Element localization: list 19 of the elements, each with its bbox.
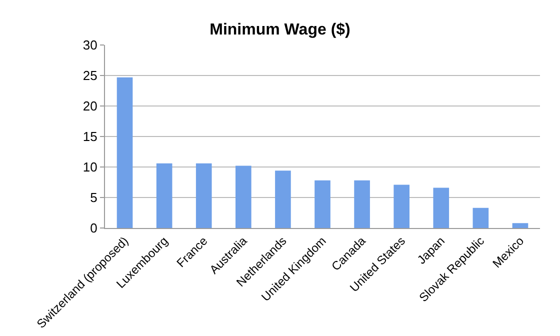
bar [512,223,528,228]
y-tick-label: 10 [82,160,98,175]
y-tick-label: 15 [82,129,98,144]
bar [394,184,410,228]
bar [433,188,450,228]
bar [275,170,291,228]
bar [314,180,330,228]
bar [196,163,212,228]
y-tick-label: 20 [82,98,98,114]
bar [354,180,370,228]
y-tick-label: 0 [90,220,98,236]
y-tick-label: 5 [90,190,98,206]
bar [116,77,133,228]
y-tick-label: 30 [82,38,98,53]
bar [156,163,172,228]
bar [236,166,252,228]
bar [472,208,489,228]
chart-title: Minimum Wage ($) [210,22,350,39]
y-tick-label: 25 [82,68,98,84]
